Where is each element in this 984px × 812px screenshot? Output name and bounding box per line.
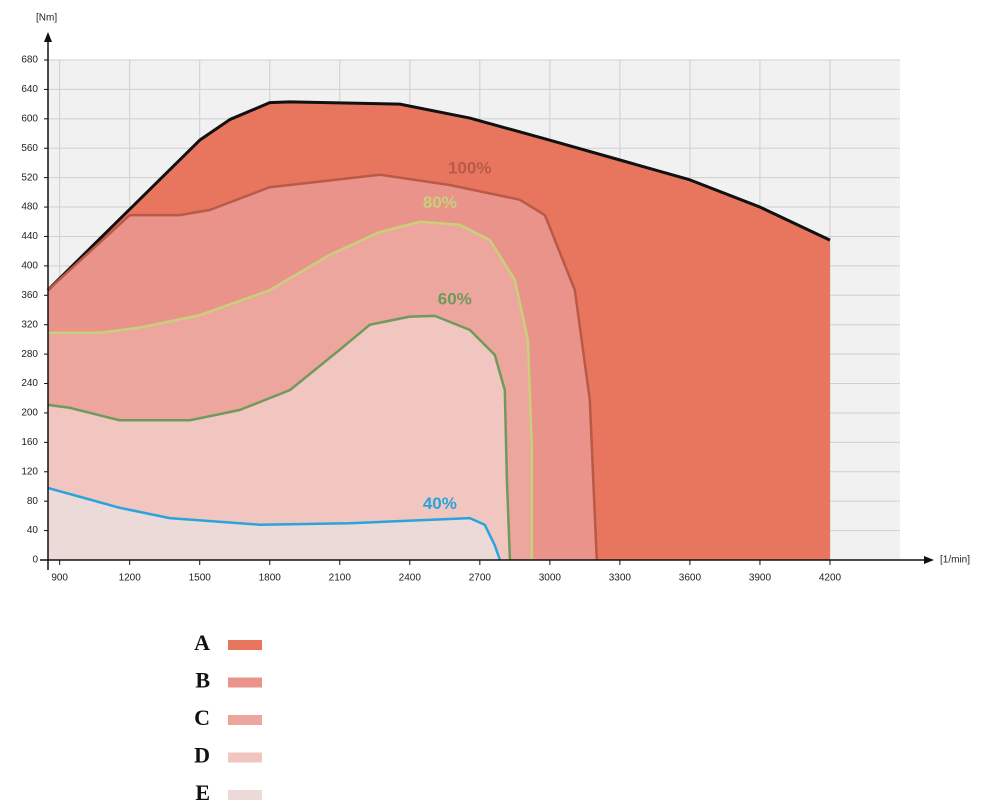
legend-label: B xyxy=(195,668,210,693)
x-tick-label: 2700 xyxy=(469,573,492,584)
x-tick-label: 1800 xyxy=(259,573,282,584)
x-tick-label: 4200 xyxy=(819,573,842,584)
x-tick-label: 2100 xyxy=(329,573,352,584)
y-tick-label: 0 xyxy=(32,555,38,566)
area xyxy=(47,315,510,560)
x-tick-label: 3000 xyxy=(539,573,562,584)
legend-swatch xyxy=(228,790,262,800)
y-tick-label: 600 xyxy=(21,113,38,124)
y-tick-label: 680 xyxy=(21,55,38,66)
legend-swatch xyxy=(228,715,262,725)
legend-swatch xyxy=(228,752,262,763)
curve xyxy=(46,173,599,561)
y-tick-label: 40 xyxy=(27,525,39,536)
y-tick-label: 120 xyxy=(21,466,38,477)
lines: 100% 80% 60% 40% xyxy=(46,100,831,561)
legend-swatch xyxy=(228,677,262,688)
legend-label: E xyxy=(195,780,210,805)
y-tick-label: 520 xyxy=(21,172,38,183)
y-axis-label: [Nm] xyxy=(36,13,57,24)
x-tick-label: 1500 xyxy=(189,573,212,584)
x-axis-label: [1/min] xyxy=(940,555,970,566)
y-tick-label: 240 xyxy=(21,378,38,389)
y-tick-label: 480 xyxy=(21,202,38,213)
y-tick-label: 80 xyxy=(27,496,39,507)
legend-label: D xyxy=(194,743,210,768)
x-tick-label: 3900 xyxy=(749,573,772,584)
x-tick-label: 1200 xyxy=(119,573,142,584)
y-tick-label: 440 xyxy=(21,231,38,242)
y-tick-label: 560 xyxy=(21,143,38,154)
curve xyxy=(47,220,534,560)
legend-label: A xyxy=(194,630,210,655)
y-tick-label: 160 xyxy=(21,437,38,448)
y-tick-label: 400 xyxy=(21,261,38,272)
y-tick-label: 200 xyxy=(21,408,38,419)
x-tick-label: 2400 xyxy=(399,573,422,584)
curve xyxy=(47,314,512,561)
legend-label: C xyxy=(194,705,210,730)
y-tick-label: 360 xyxy=(21,290,38,301)
curve xyxy=(46,100,831,292)
y-tick-label: 280 xyxy=(21,349,38,360)
axes: [Nm] [1/min] 0 40 80 120 160 200 240 280 320 360 4… xyxy=(21,13,970,584)
curve-label: 40% xyxy=(423,494,457,513)
y-tick-label: 320 xyxy=(21,319,38,330)
x-tick-label: 3600 xyxy=(679,573,702,584)
area xyxy=(47,487,500,560)
y-tick-label: 640 xyxy=(21,84,38,95)
curve-label: 80% xyxy=(423,193,457,212)
curve-label: 100% xyxy=(448,158,491,177)
legend-swatch xyxy=(228,640,262,650)
x-tick-label: 900 xyxy=(51,573,68,584)
x-arrow xyxy=(924,556,934,564)
curve-label: 60% xyxy=(438,289,472,308)
x-tick-label: 3300 xyxy=(609,573,632,584)
y-arrow xyxy=(44,32,52,42)
curve xyxy=(47,486,502,561)
